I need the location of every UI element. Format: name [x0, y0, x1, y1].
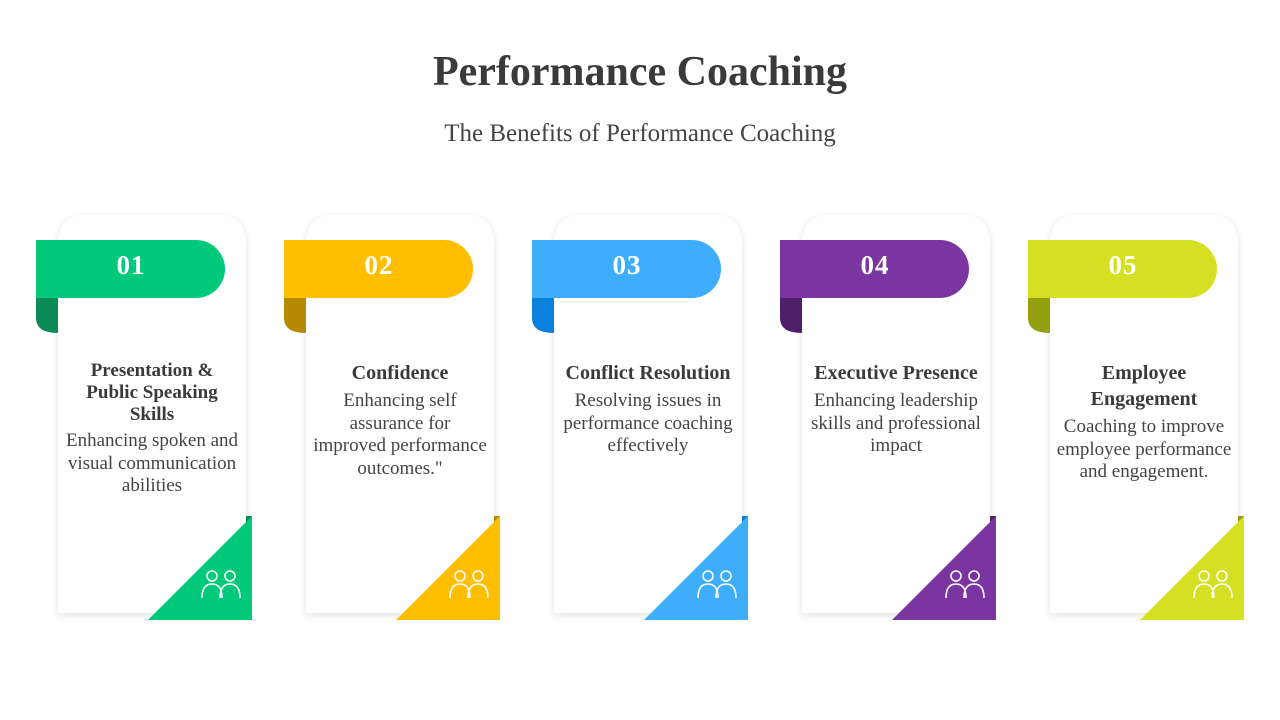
card-description: Enhancing leadership skills and professi… [811, 390, 981, 456]
ribbon-fold [1028, 298, 1050, 333]
card-title: Employee Engagement [1090, 362, 1198, 410]
icon [697, 570, 737, 599]
card-description: Enhancing spoken and visual communicatio… [65, 430, 238, 496]
icon-head [950, 570, 962, 582]
icon [201, 570, 241, 599]
card-body: Presentation & Public Speaking Skills Enh… [63, 360, 241, 498]
card [1050, 215, 1238, 613]
ribbon [532, 240, 721, 298]
icon-body [219, 583, 241, 599]
card [802, 215, 990, 613]
icon-head [1216, 570, 1228, 582]
icon [945, 570, 985, 599]
corner [892, 516, 996, 620]
icon-head [720, 570, 732, 582]
card-description: Coaching to improve employee performance… [1056, 416, 1232, 482]
icon-body [963, 583, 985, 599]
corner [644, 516, 748, 620]
card-number: 05 [1108, 250, 1138, 280]
icon-head [224, 570, 236, 582]
icon-body [715, 583, 737, 599]
ribbon-fold [780, 298, 802, 333]
card-title: Executive Presence [814, 362, 978, 384]
ribbon [780, 240, 969, 298]
ribbon-fold [532, 298, 554, 333]
card-title: Conflict Resolution [565, 362, 731, 384]
corner [396, 516, 500, 620]
icon-body [467, 583, 489, 599]
card-body: Confidence Enhancing self assurance for i… [311, 360, 489, 480]
title: Performance Coaching [432, 49, 848, 95]
card-number: 04 [860, 250, 890, 280]
card [554, 215, 742, 613]
icon-head [206, 570, 218, 582]
corner [1140, 516, 1244, 620]
card-title: Confidence [351, 362, 449, 384]
card-description: Resolving issues in performance coaching… [563, 390, 733, 456]
ribbon [1028, 240, 1217, 298]
icon-head [968, 570, 980, 582]
card [58, 215, 246, 613]
card-body: Conflict Resolution Resolving issues in p… [559, 360, 737, 458]
icon-head [1198, 570, 1210, 582]
card-body: Employee Engagement Coaching to improve e… [1055, 360, 1233, 484]
icon [1193, 570, 1233, 599]
icon [449, 570, 489, 599]
card-number: 02 [364, 250, 394, 280]
card-number: 03 [612, 250, 642, 280]
ribbon [284, 240, 473, 298]
ribbon-fold [36, 298, 58, 333]
card [306, 215, 494, 613]
icon-head [702, 570, 714, 582]
ribbon-fold [284, 298, 306, 333]
icon-body [1211, 583, 1233, 599]
card-description: Enhancing self assurance for improved pe… [313, 390, 487, 479]
icon-head [454, 570, 466, 582]
icon-head [472, 570, 484, 582]
subtitle: The Benefits of Performance Coaching [444, 120, 836, 147]
ribbon [36, 240, 225, 298]
card-title: Presentation & Public Speaking Skills [86, 360, 218, 425]
corner [148, 516, 252, 620]
card-number: 01 [116, 250, 146, 280]
card-body: Executive Presence Enhancing leadership s… [807, 360, 985, 458]
